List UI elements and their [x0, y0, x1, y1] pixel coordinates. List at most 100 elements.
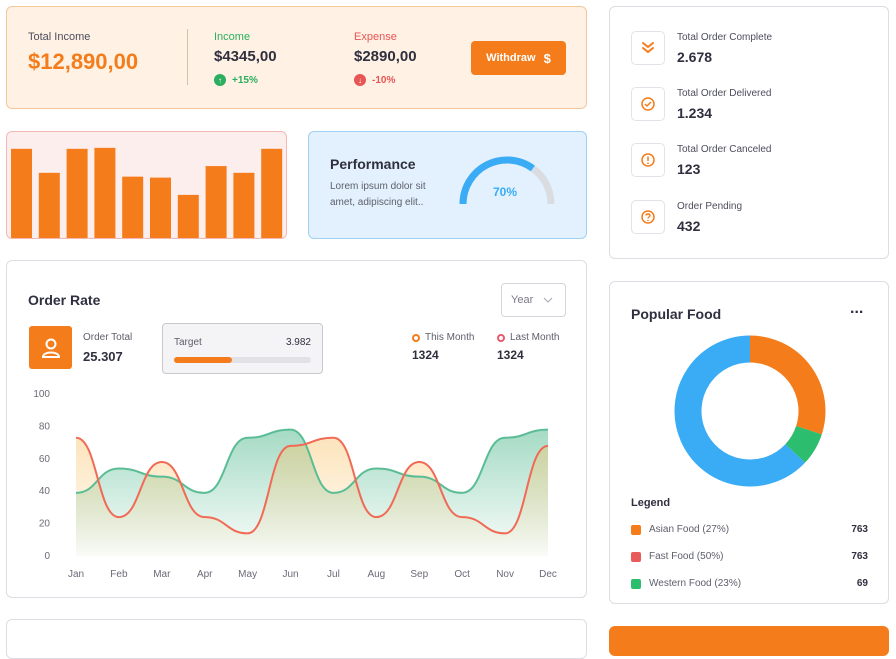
- this-month-label: This Month: [425, 332, 475, 343]
- mini-bar: [205, 166, 227, 238]
- order-total-label: Order Total: [83, 332, 133, 343]
- chevron-down-icon: [543, 297, 553, 303]
- order-rate-title: Order Rate: [28, 292, 101, 308]
- y-tick-label: 0: [44, 551, 50, 562]
- mini-bar: [122, 176, 144, 238]
- last-month-value: 1324: [497, 348, 524, 362]
- expense-delta: ↓ -10%: [354, 74, 395, 86]
- performance-text-1: Lorem ipsum dolor sit: [330, 181, 426, 192]
- popular-food-card: Popular Food ... Legend Asian Food (27%)…: [609, 281, 889, 604]
- person-icon: [29, 326, 72, 369]
- target-label: Target: [174, 337, 202, 348]
- target-progress-track: [174, 357, 311, 363]
- income-delta-text: +15%: [232, 74, 258, 86]
- check-circle-icon: [631, 87, 665, 121]
- x-tick-label: Sep: [410, 569, 428, 580]
- gauge-fill: [459, 156, 535, 205]
- stat-value: 123: [677, 161, 701, 177]
- income-label: Income: [214, 31, 251, 43]
- y-tick-label: 40: [39, 486, 51, 497]
- y-tick-label: 60: [39, 454, 51, 465]
- this-month-legend: This Month: [412, 332, 474, 343]
- popular-food-title: Popular Food: [631, 306, 722, 322]
- last-month-legend: Last Month: [497, 332, 559, 343]
- expense-value: $2890,00: [354, 48, 417, 65]
- legend-value: 763: [851, 551, 868, 562]
- arrow-down-icon: ↓: [354, 74, 366, 86]
- mini-bar: [150, 177, 171, 238]
- x-tick-label: Dec: [539, 569, 557, 580]
- mini-bar: [177, 194, 199, 238]
- mini-bar: [94, 147, 116, 238]
- income-card: Total Income $12,890,00 Income $4345,00 …: [6, 6, 587, 109]
- x-tick-label: Aug: [367, 569, 385, 580]
- legend-value: 763: [851, 524, 868, 535]
- stat-label: Total Order Delivered: [677, 88, 772, 99]
- mini-bar: [66, 148, 88, 238]
- stat-value: 1.234: [677, 105, 713, 121]
- x-tick-label: Jun: [282, 569, 298, 580]
- y-tick-label: 20: [39, 519, 51, 530]
- donut-slice: [674, 335, 806, 487]
- alert-circle-icon: [631, 143, 665, 177]
- legend-swatch: [631, 578, 641, 589]
- legend-value: 69: [856, 578, 868, 589]
- orange-circle-icon: [412, 333, 420, 342]
- total-income-label: Total Income: [28, 31, 91, 43]
- question-circle-icon: [631, 200, 665, 234]
- target-box: Target 3.982: [162, 323, 323, 374]
- more-options-icon[interactable]: ...: [850, 300, 864, 317]
- bottom-card: [6, 619, 587, 659]
- legend-item-western: Western Food (23%) 69: [631, 578, 868, 589]
- legend-swatch: [631, 551, 641, 562]
- x-tick-label: Oct: [454, 569, 470, 580]
- x-tick-label: Jul: [327, 569, 340, 580]
- performance-percent: 70%: [493, 185, 518, 199]
- mini-bar-chart: [11, 147, 283, 238]
- donut-slice: [749, 335, 826, 435]
- stat-label: Total Order Complete: [677, 32, 773, 43]
- stat-order-pending: Order Pending 432: [631, 200, 742, 234]
- food-donut-chart: [674, 335, 826, 487]
- legend-item-asian: Asian Food (27%) 763: [631, 524, 868, 535]
- mini-bar: [11, 148, 32, 238]
- x-tick-label: Feb: [110, 569, 128, 580]
- performance-title: Performance: [330, 156, 416, 172]
- mini-bar-chart-card: [6, 131, 287, 239]
- x-tick-label: Mar: [153, 569, 171, 580]
- legend-label: Western Food (23%): [649, 578, 742, 589]
- income-value: $4345,00: [214, 48, 277, 65]
- legend-title: Legend: [631, 497, 671, 509]
- stat-value: 432: [677, 218, 701, 234]
- order-rate-chart: 0 20 40 60 80 100 Jan Feb Mar Apr May Jun Jul Aug Sep O…: [33, 389, 557, 580]
- target-progress-fill: [174, 357, 232, 363]
- dollar-icon: $: [543, 50, 551, 66]
- divider: [187, 29, 188, 85]
- x-tick-label: Apr: [197, 569, 213, 580]
- stat-label: Total Order Canceled: [677, 144, 772, 155]
- year-select[interactable]: Year: [501, 283, 566, 317]
- legend-label: Fast Food (50%): [649, 551, 724, 562]
- year-select-value: Year: [511, 294, 534, 306]
- withdraw-label: Withdraw: [486, 52, 536, 64]
- series-area: [76, 437, 548, 556]
- this-month-value: 1324: [412, 348, 439, 362]
- performance-gauge: [459, 156, 555, 205]
- red-circle-icon: [497, 333, 505, 342]
- legend-swatch: [631, 524, 641, 535]
- bottom-accent-card: [609, 626, 889, 656]
- y-tick-label: 100: [33, 389, 50, 400]
- x-tick-label: Jan: [68, 569, 84, 580]
- order-total-value: 25.307: [83, 349, 123, 364]
- expense-label: Expense: [354, 31, 397, 43]
- stat-order-canceled: Total Order Canceled 123: [631, 143, 772, 177]
- x-tick-label: Nov: [496, 569, 514, 580]
- withdraw-button[interactable]: Withdraw $: [471, 41, 566, 75]
- legend-item-fast: Fast Food (50%) 763: [631, 551, 868, 562]
- y-tick-label: 80: [39, 421, 51, 432]
- target-value: 3.982: [285, 337, 311, 348]
- stat-label: Order Pending: [677, 201, 743, 212]
- mini-bar: [233, 172, 255, 238]
- mini-bar: [38, 172, 60, 238]
- mini-bar: [261, 148, 283, 238]
